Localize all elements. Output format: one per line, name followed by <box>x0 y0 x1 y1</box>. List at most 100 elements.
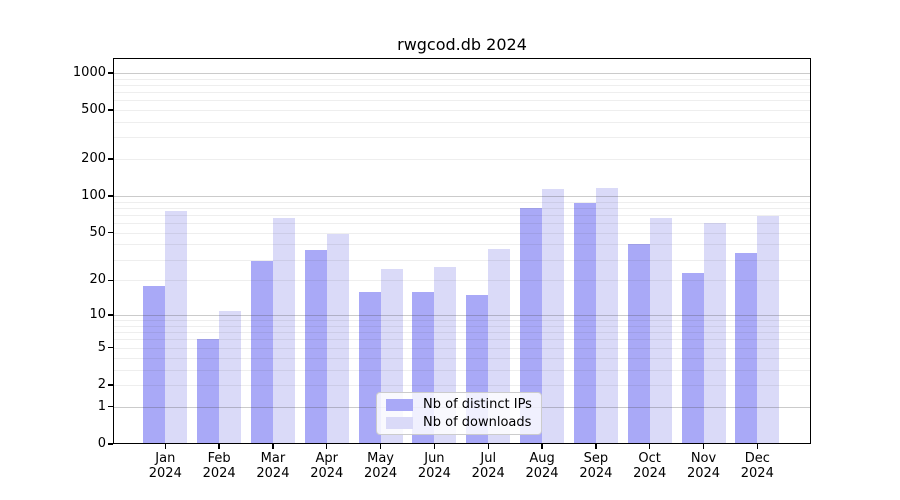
x-tick-mark <box>487 444 489 449</box>
bar-downloads <box>542 189 565 444</box>
gridline-minor <box>113 207 811 209</box>
x-tick-label: Sep 2024 <box>579 451 613 481</box>
grid-layer <box>113 58 811 444</box>
legend: Nb of distinct IPs Nb of downloads <box>376 392 542 435</box>
gridline-minor <box>113 91 811 93</box>
gridline-minor <box>113 332 811 334</box>
x-tick-label: Dec 2024 <box>740 451 774 481</box>
bar-downloads <box>326 233 349 444</box>
bar-distinct-ips <box>358 291 381 444</box>
y-tick-mark <box>108 72 113 74</box>
x-tick-label: Feb 2024 <box>202 451 236 481</box>
chart-title: rwgcod.db 2024 <box>397 35 527 54</box>
gridline-minor <box>113 214 811 216</box>
x-tick-mark <box>272 444 274 449</box>
legend-row-downloads: Nb of downloads <box>377 415 541 430</box>
y-tick-label: 500 <box>81 102 106 118</box>
y-tick-mark <box>108 443 113 445</box>
gridline-minor <box>113 259 811 261</box>
y-tick-label: 5 <box>97 339 106 355</box>
bar-distinct-ips <box>573 202 596 444</box>
gridline-minor <box>113 78 811 80</box>
gridline-minor <box>113 223 811 225</box>
y-tick-mark <box>108 158 113 160</box>
x-tick-mark <box>218 444 220 449</box>
x-tick-mark <box>541 444 543 449</box>
legend-label-distinct-ips: Nb of distinct IPs <box>423 397 532 412</box>
gridline-major <box>113 196 811 198</box>
gridline-minor <box>113 320 811 322</box>
bar-downloads <box>703 223 726 444</box>
y-tick-label: 20 <box>89 272 106 288</box>
bar-downloads <box>219 310 242 444</box>
y-tick-label: 10 <box>89 307 106 323</box>
x-tick-mark <box>379 444 382 449</box>
gridline-minor <box>113 357 811 359</box>
y-tick-label: 100 <box>81 188 106 204</box>
gridline-minor <box>113 159 811 161</box>
y-tick-label: 50 <box>89 224 106 240</box>
bar-distinct-ips <box>197 339 220 444</box>
x-tick-mark <box>702 444 705 449</box>
x-tick-label: Jan 2024 <box>148 451 182 481</box>
x-tick-label: Aug 2024 <box>525 451 559 481</box>
x-tick-label: Apr 2024 <box>310 451 344 481</box>
bar-distinct-ips <box>143 285 166 444</box>
y-tick-mark <box>108 109 113 111</box>
legend-row-distinct-ips: Nb of distinct IPs <box>377 397 541 412</box>
x-tick-mark <box>756 444 758 449</box>
legend-swatch-downloads <box>386 416 413 429</box>
bar-downloads <box>757 215 780 444</box>
gridline-minor <box>113 244 811 246</box>
legend-swatch-distinct-ips <box>386 398 413 411</box>
y-tick-mark <box>108 195 113 197</box>
gridline-minor <box>113 280 811 282</box>
gridline-major <box>113 72 811 74</box>
bar-downloads <box>649 218 672 444</box>
y-tick-mark <box>108 314 113 316</box>
y-tick-mark <box>108 384 113 386</box>
x-tick-mark <box>433 444 436 449</box>
bar-downloads <box>165 210 188 444</box>
y-tick-mark <box>108 347 113 349</box>
plot-area <box>113 58 811 444</box>
gridline-minor <box>113 347 811 349</box>
bar-downloads <box>272 218 295 444</box>
gridline-minor <box>113 201 811 203</box>
bar-distinct-ips <box>304 250 327 444</box>
gridline-minor <box>113 84 811 86</box>
bar-distinct-ips <box>681 273 704 444</box>
y-tick-label: 1 <box>97 398 106 414</box>
y-tick-mark <box>108 406 113 408</box>
x-tick-label: Mar 2024 <box>256 451 290 481</box>
x-tick-label: Oct 2024 <box>633 451 667 481</box>
gridline-minor <box>113 325 811 327</box>
y-tick-label: 1000 <box>72 64 106 80</box>
gridline-minor <box>113 137 811 139</box>
x-tick-mark <box>326 444 328 449</box>
gridline-minor <box>113 339 811 341</box>
bar-downloads <box>595 188 618 444</box>
gridline-major <box>113 315 811 317</box>
x-tick-label: Jul 2024 <box>471 451 505 481</box>
gridline-minor <box>113 369 811 371</box>
x-tick-label: Nov 2024 <box>686 451 721 481</box>
gridline-minor <box>113 121 811 123</box>
x-tick-label: May 2024 <box>364 451 398 481</box>
x-tick-label: Jun 2024 <box>417 451 451 481</box>
bar-distinct-ips <box>250 261 273 444</box>
gridline-minor <box>113 384 811 386</box>
bar-distinct-ips <box>627 244 650 444</box>
y-tick-label: 2 <box>97 376 106 392</box>
bar-distinct-ips <box>735 252 758 444</box>
x-tick-mark <box>164 444 166 449</box>
y-tick-label: 200 <box>81 151 106 167</box>
gridline-minor <box>113 110 811 112</box>
bar-distinct-ips <box>520 207 543 444</box>
x-tick-mark <box>648 444 651 449</box>
gridline-minor <box>113 100 811 102</box>
x-tick-mark <box>595 444 597 449</box>
y-tick-mark <box>108 279 113 282</box>
legend-label-downloads: Nb of downloads <box>423 415 532 430</box>
